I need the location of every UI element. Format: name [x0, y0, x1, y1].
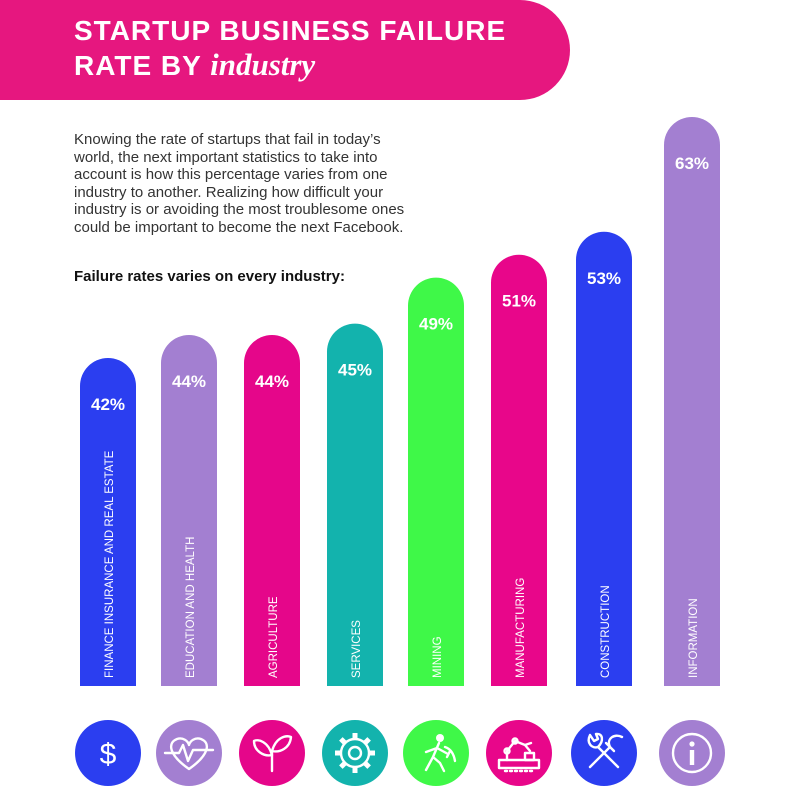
category-label-education-and-health: EDUCATION AND HEALTH	[185, 537, 197, 678]
dollar-icon: $	[100, 738, 117, 771]
category-label-services: SERVICES	[351, 620, 363, 678]
icon-circle-manufacturing	[486, 720, 552, 786]
bar-services	[327, 323, 383, 686]
category-label-construction: CONSTRUCTION	[600, 585, 612, 678]
bar-mining	[408, 277, 465, 686]
value-label-manufacturing: 51%	[502, 292, 536, 311]
title-line-1: STARTUP BUSINESS FAILURE	[74, 15, 507, 46]
title-banner	[0, 0, 570, 100]
value-label-education-and-health: 44%	[172, 372, 206, 391]
lead-text: Failure rates varies on every industry:	[74, 268, 345, 285]
value-label-construction: 53%	[587, 269, 621, 288]
bar-education-and-health	[161, 335, 217, 686]
info-icon	[671, 732, 713, 774]
title-emphasis: industry	[210, 47, 316, 82]
title-line-2: RATE BY	[74, 50, 211, 81]
bar-construction	[576, 231, 632, 687]
intro-text: Knowing the rate of startups that fail i…	[74, 131, 405, 236]
factory-robot-icon	[497, 737, 541, 773]
value-label-agriculture: 44%	[255, 372, 289, 391]
category-label-mining: MINING	[432, 636, 444, 678]
gear-icon	[335, 733, 375, 773]
bar-agriculture	[244, 335, 300, 686]
sprout-icon	[252, 735, 293, 773]
bar-information	[664, 117, 720, 686]
page-title: STARTUP BUSINESS FAILURE RATE BY industry	[74, 14, 564, 83]
icon-circle-education-and-health	[156, 720, 222, 786]
svg-text:$: $	[100, 738, 117, 771]
miner-icon	[424, 734, 457, 773]
value-label-mining: 49%	[419, 315, 453, 334]
category-label-agriculture: AGRICULTURE	[268, 596, 280, 678]
value-label-finance-insurance-and-real-estate: 42%	[91, 395, 125, 414]
category-label-finance-insurance-and-real-estate: FINANCE INSURANCE AND REAL ESTATE	[104, 450, 116, 678]
tools-icon	[587, 732, 624, 769]
bar-finance-insurance-and-real-estate	[80, 358, 136, 686]
icon-circle-finance-insurance-and-real-estate	[75, 720, 141, 786]
category-label-information: INFORMATION	[688, 598, 700, 678]
value-label-information: 63%	[675, 154, 709, 173]
value-label-services: 45%	[338, 361, 372, 380]
category-label-manufacturing: MANUFACTURING	[515, 578, 527, 678]
bar-manufacturing	[491, 254, 547, 686]
icon-circle-services	[322, 720, 388, 786]
heartbeat-icon	[163, 737, 215, 771]
